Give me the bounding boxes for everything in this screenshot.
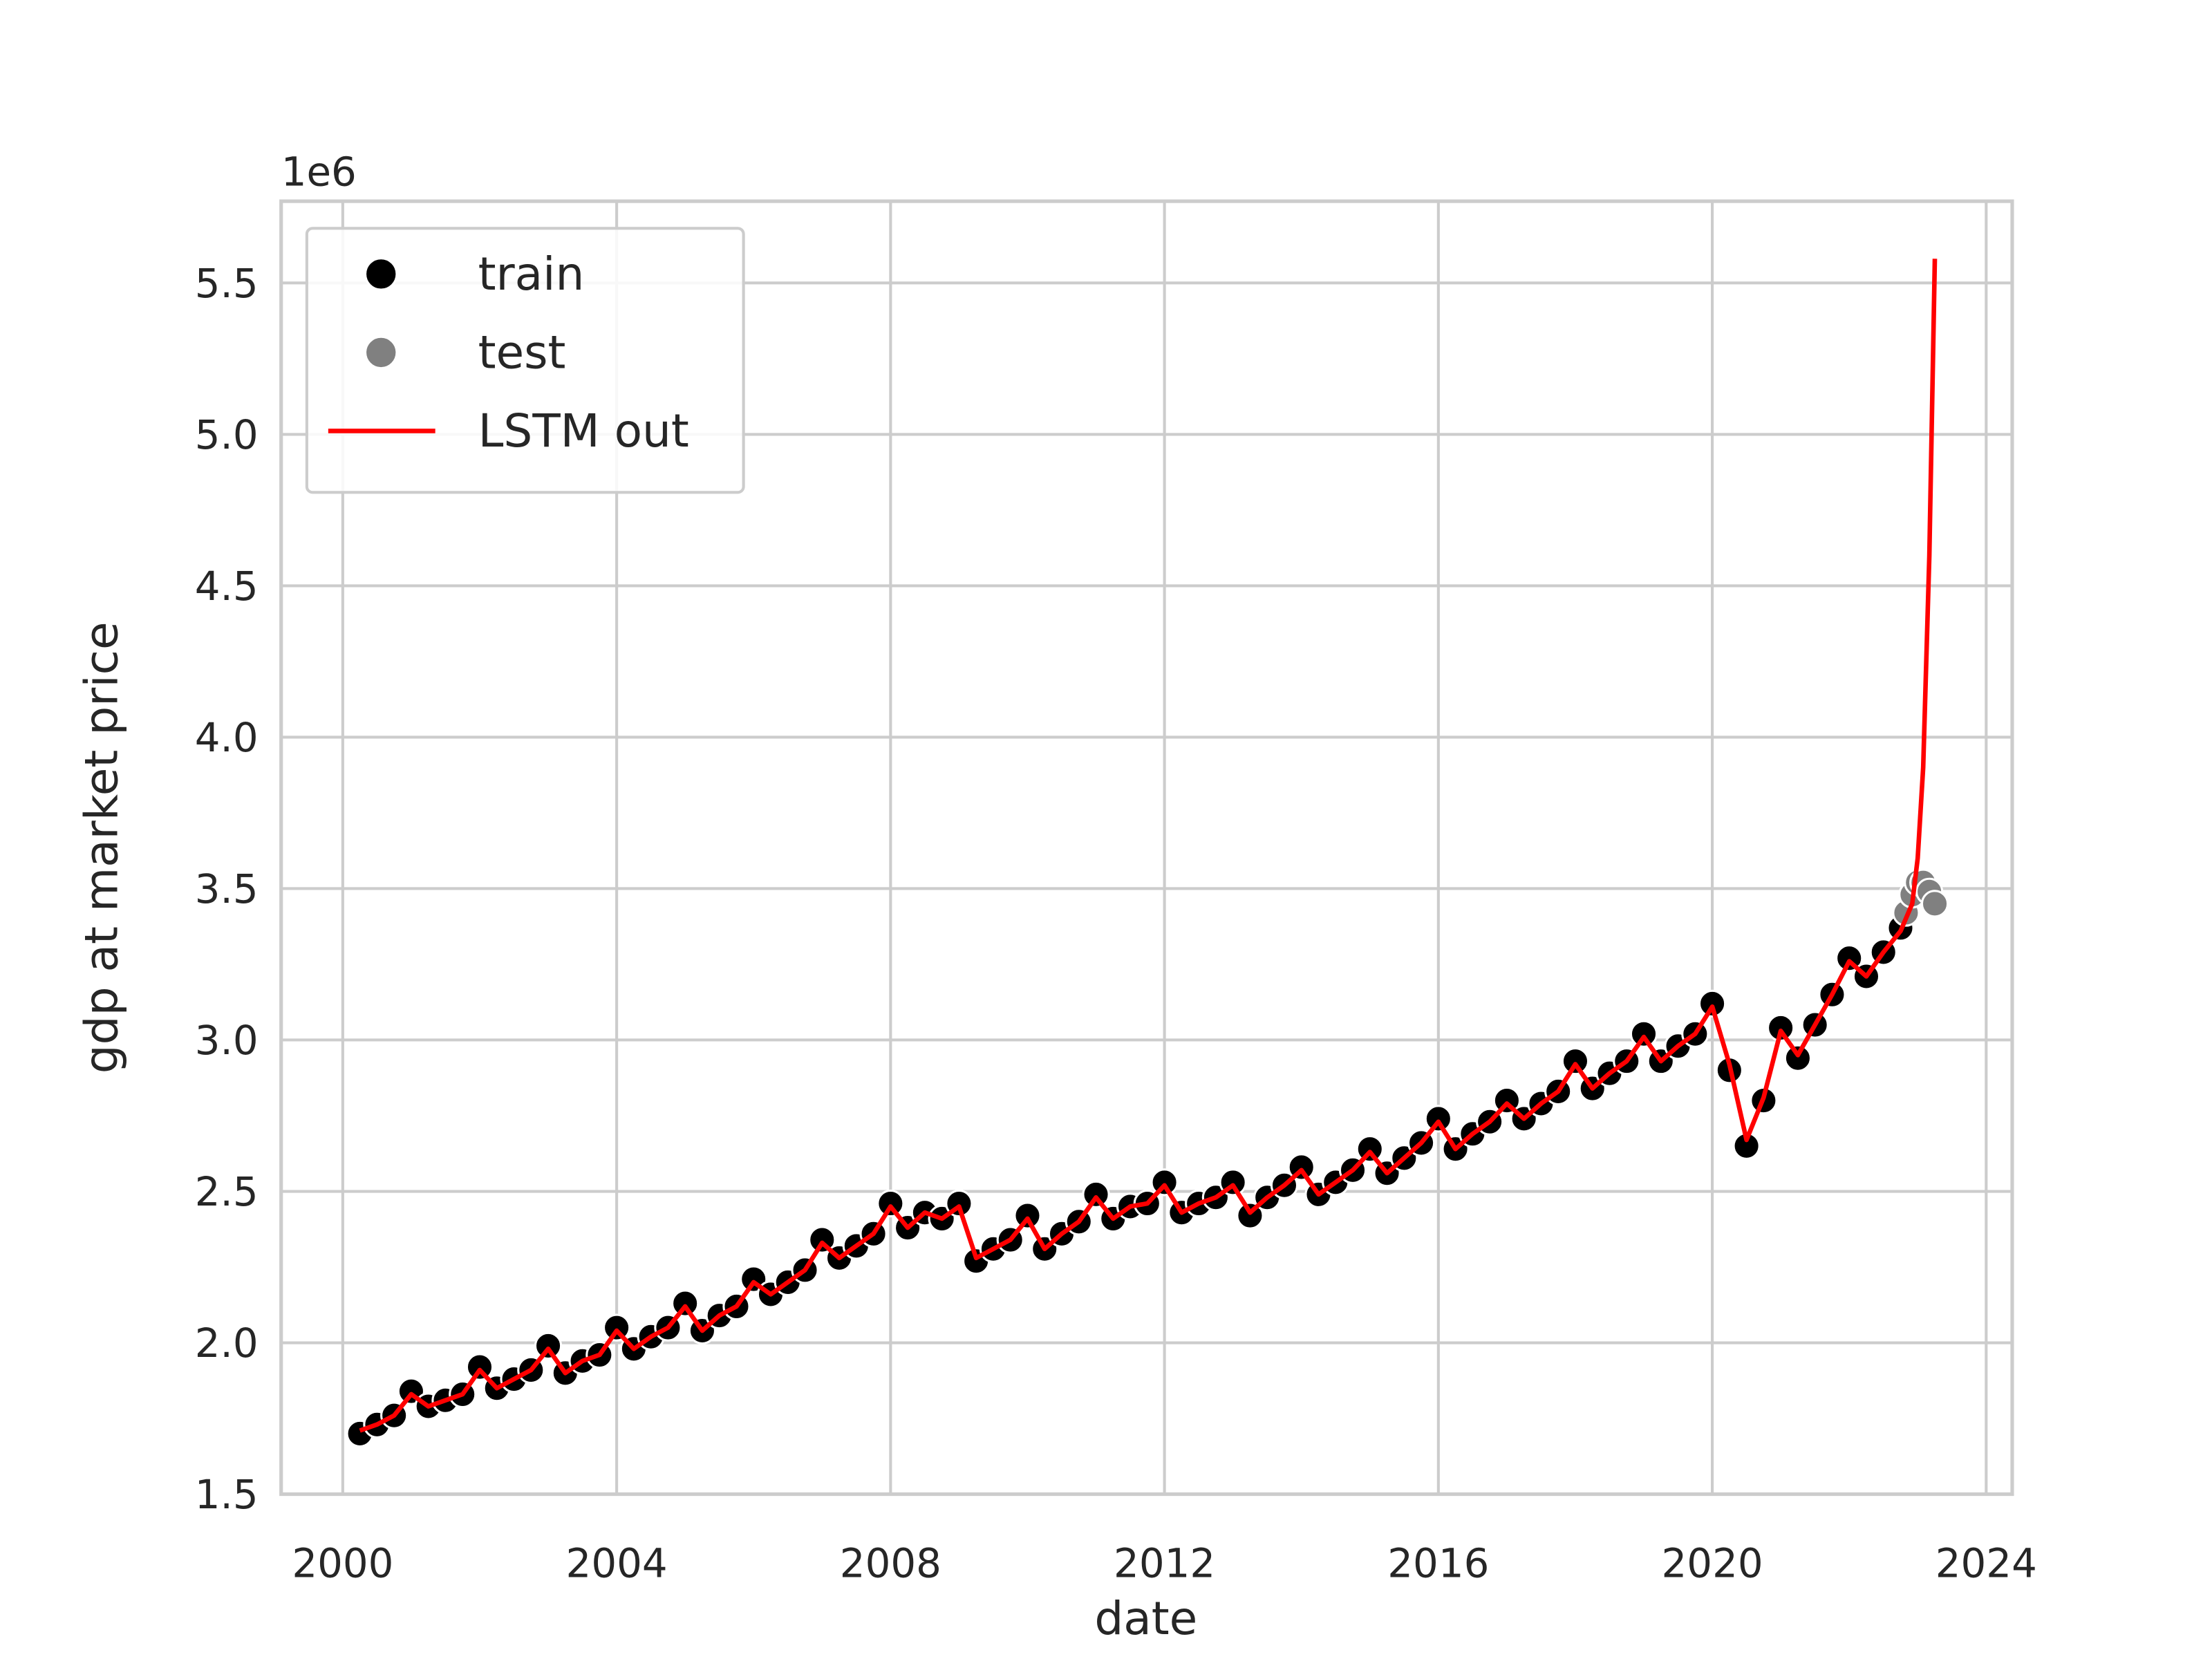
y-tick-label: 1.5: [195, 1471, 259, 1518]
y-tick-label: 4.0: [195, 714, 259, 761]
data-point: [1561, 1047, 1590, 1076]
legend-label: train: [478, 247, 585, 301]
data-point: [1698, 989, 1727, 1018]
data-point: [1082, 1180, 1110, 1209]
legend-label: test: [478, 326, 566, 379]
y-tick-label: 5.5: [195, 260, 259, 307]
data-point: [1356, 1135, 1384, 1163]
data-point: [1424, 1105, 1452, 1133]
line: [359, 259, 1938, 1433]
legend-label: LSTM out: [478, 404, 689, 458]
x-tick-label: 2016: [1387, 1539, 1489, 1586]
data-point: [671, 1289, 700, 1318]
x-tick-label: 2020: [1662, 1539, 1763, 1586]
y-tick-label: 2.5: [195, 1168, 259, 1215]
data-point: [465, 1353, 494, 1381]
data-point: [1629, 1020, 1658, 1048]
x-tick-label: 2004: [566, 1539, 668, 1586]
x-tick-label: 2012: [1114, 1539, 1215, 1586]
y-tick-label: 3.0: [195, 1017, 259, 1064]
data-point: [1013, 1201, 1042, 1230]
data-point: [1150, 1168, 1179, 1197]
legend-swatch: [364, 335, 398, 370]
plot-frame: [279, 199, 2014, 1497]
y-tick-label: 3.5: [195, 865, 259, 912]
data-point: [1783, 1044, 1812, 1072]
y-tick-label: 2.0: [195, 1320, 259, 1367]
legend-box: [305, 227, 745, 494]
data-point: [1920, 890, 1949, 918]
legend-swatch: [364, 257, 398, 291]
y-offset-label: 1e6: [281, 148, 357, 195]
y-axis-label: gdp at market price: [75, 621, 128, 1074]
x-tick-label: 2008: [840, 1539, 941, 1586]
data-point: [1767, 1013, 1795, 1042]
y-tick-label: 4.5: [195, 563, 259, 610]
x-tick-label: 2000: [292, 1539, 393, 1586]
x-tick-label: 2024: [1936, 1539, 2037, 1586]
data-point: [877, 1189, 905, 1218]
y-tick-label: 5.0: [195, 411, 259, 458]
legend: train test LSTM out: [305, 227, 745, 494]
x-axis-label: date: [1094, 1592, 1197, 1645]
data-point: [534, 1331, 563, 1360]
data-point: [602, 1313, 631, 1342]
